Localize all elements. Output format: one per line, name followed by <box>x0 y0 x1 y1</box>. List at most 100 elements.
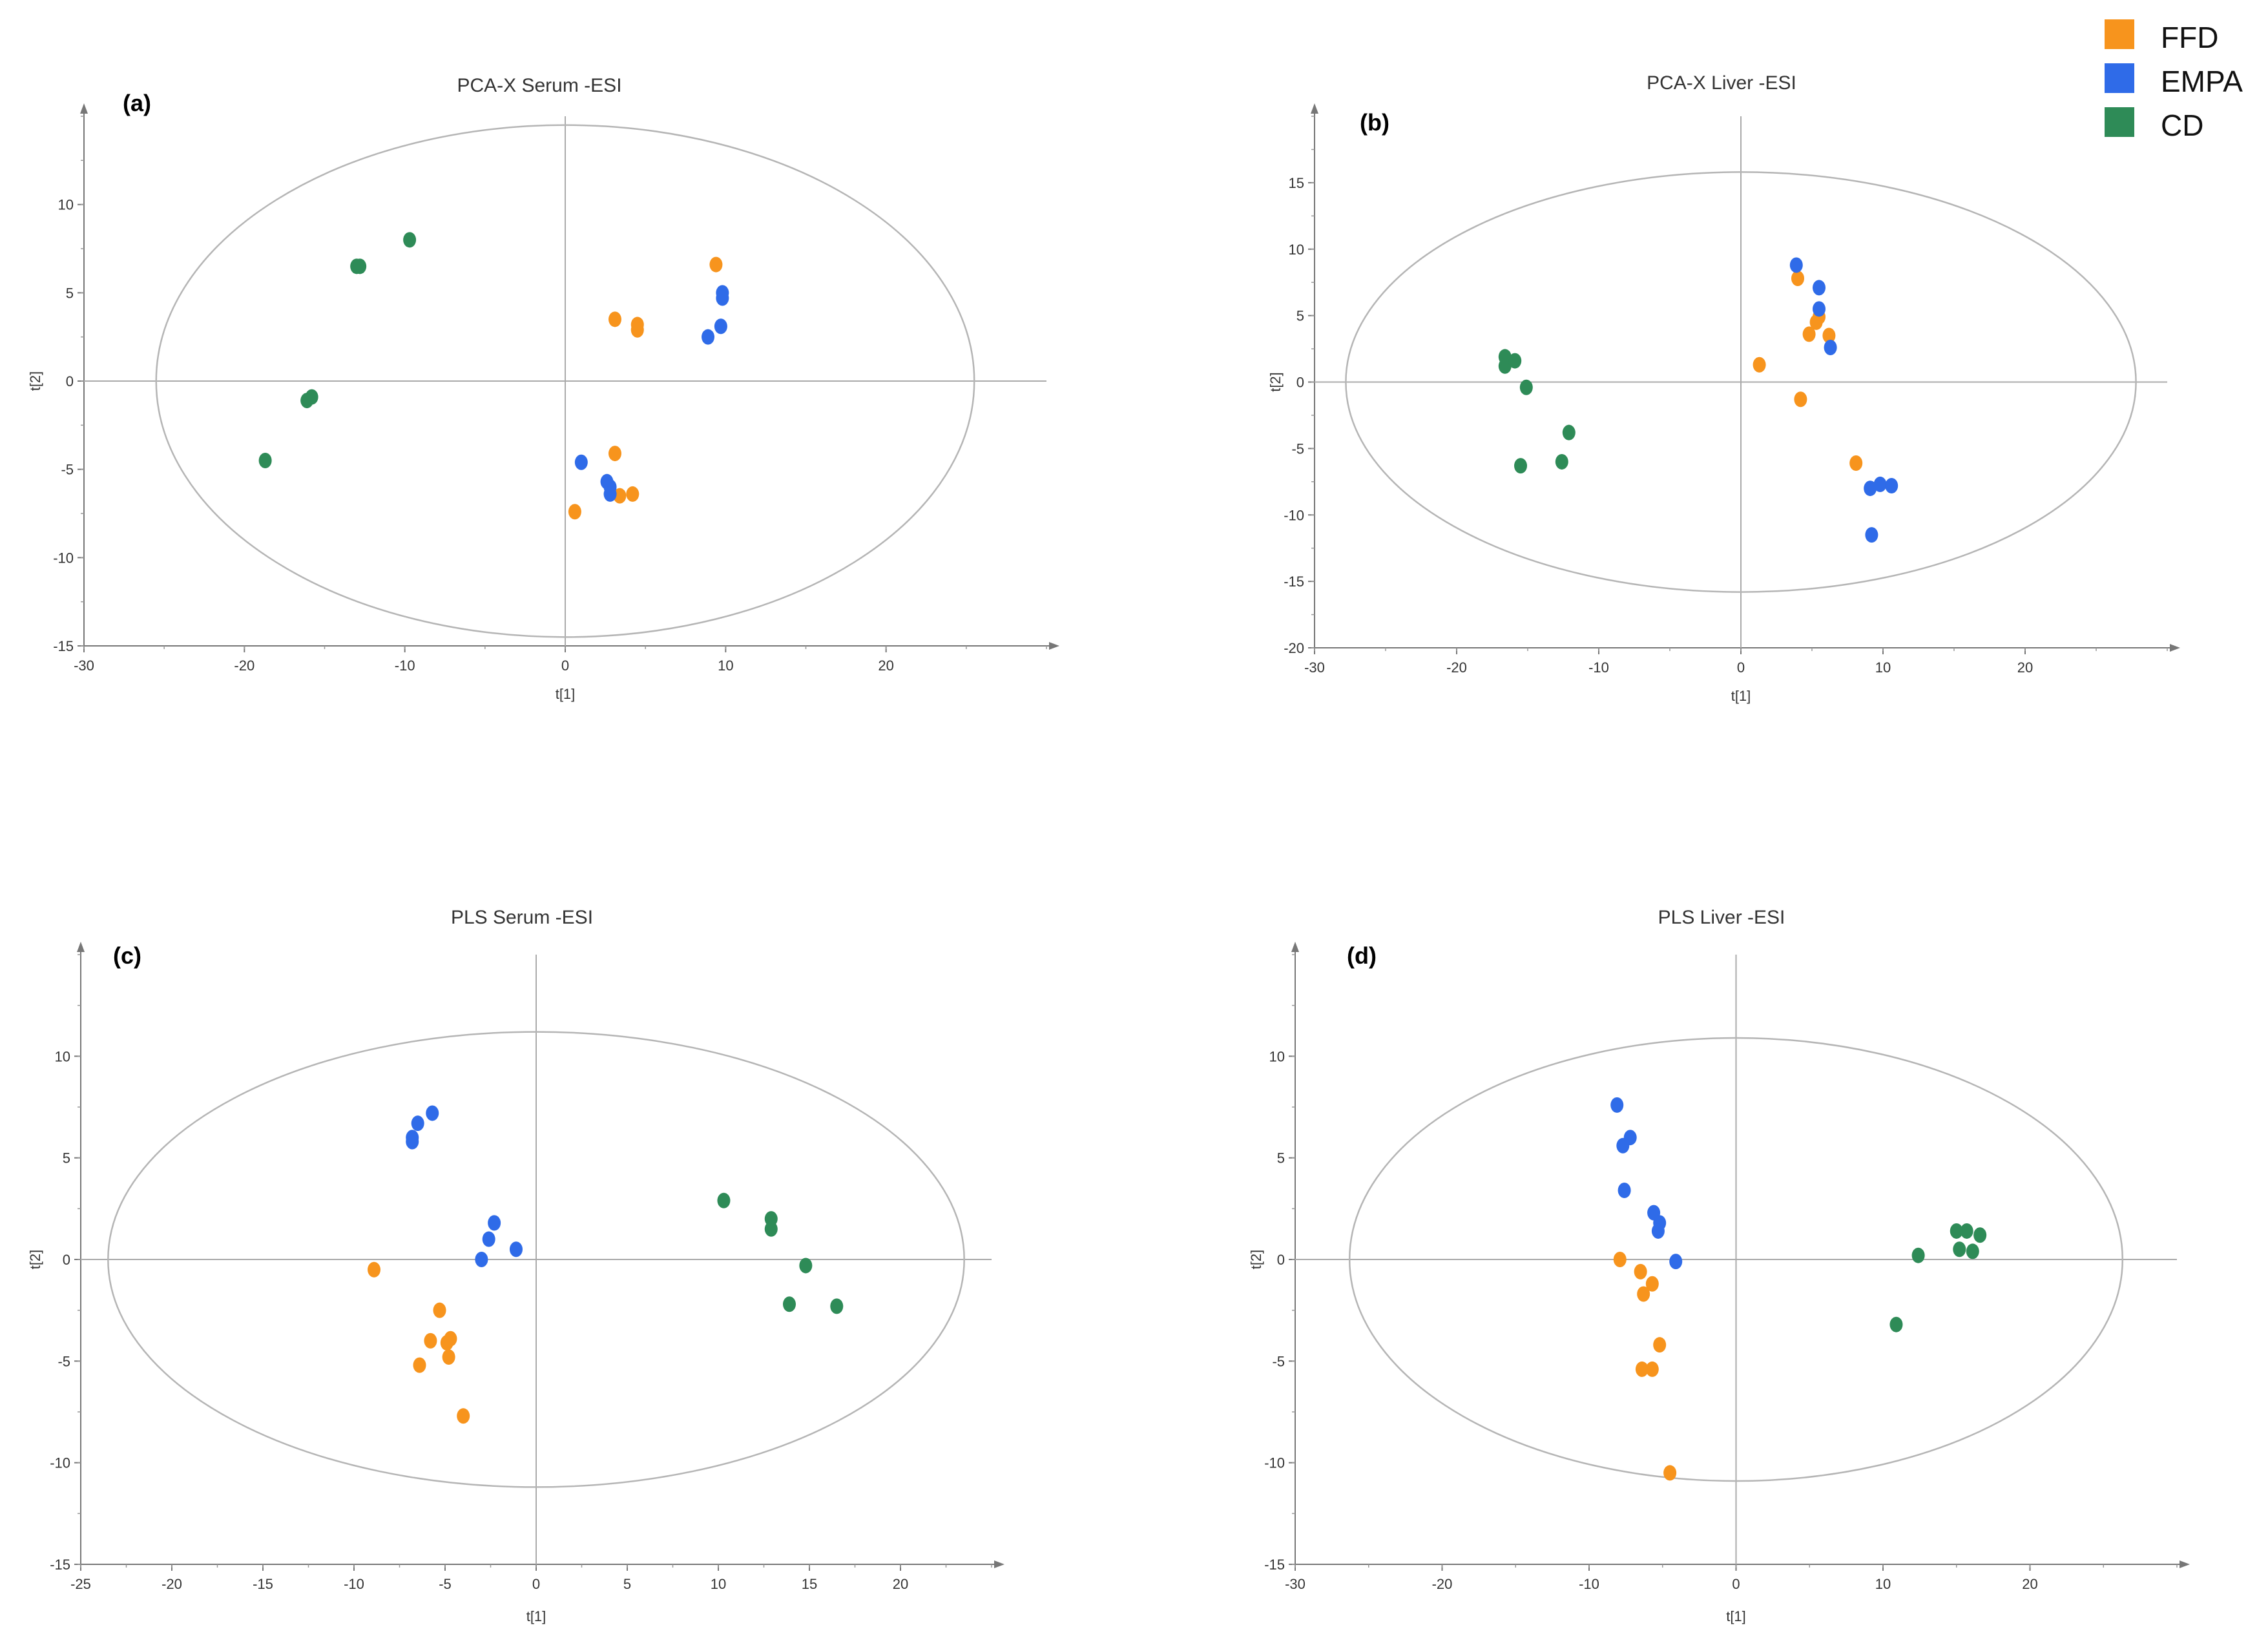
x-tick-label: -30 <box>1285 1576 1306 1592</box>
series-cd <box>1498 349 1576 474</box>
y-tick-label: 0 <box>66 373 74 389</box>
y-tick-label: -5 <box>1272 1353 1285 1369</box>
data-point-cd <box>1973 1227 1987 1243</box>
data-point-cd <box>1953 1241 1966 1258</box>
y-axis-label: t[2] <box>1267 372 1284 392</box>
x-axis-label: t[1] <box>1726 1608 1746 1624</box>
legend: FFD EMPA CD <box>2105 19 2243 142</box>
x-axis-label: t[1] <box>1731 688 1751 704</box>
y-axis-label: t[2] <box>1248 1250 1264 1270</box>
data-point-empa <box>1789 257 1803 273</box>
data-point-ffd <box>424 1332 437 1349</box>
x-tick-label: -10 <box>395 658 415 674</box>
data-point-ffd <box>1822 327 1836 344</box>
data-point-ffd <box>442 1349 455 1365</box>
x-tick-label: -5 <box>439 1576 452 1592</box>
y-tick-label: 5 <box>1296 308 1304 324</box>
y-tick-label: 0 <box>63 1252 70 1268</box>
data-point-empa <box>1669 1254 1683 1270</box>
x-axis-arrow <box>2170 644 2180 652</box>
series-empa <box>1789 257 1899 543</box>
y-tick-label: 10 <box>1269 1048 1285 1064</box>
confidence-ellipse <box>107 1031 965 1488</box>
data-point-ffd <box>709 256 723 273</box>
data-point-cd <box>403 232 417 248</box>
y-tick-label: 15 <box>1289 175 1304 191</box>
data-point-cd <box>1911 1247 1925 1263</box>
y-tick-label: 5 <box>66 285 74 301</box>
data-point-empa <box>1616 1137 1630 1154</box>
panel-1: (a) PCA-X Serum -ESI -30 -20 -10 0 10 20 -15 -10 -… <box>27 75 1059 702</box>
y-tick-label: 5 <box>1277 1150 1285 1166</box>
x-tick-label: 20 <box>2022 1576 2037 1592</box>
data-point-cd <box>1555 453 1568 470</box>
series-ffd <box>1753 271 1863 471</box>
y-tick-label: -10 <box>1264 1455 1285 1471</box>
data-point-ffd <box>1663 1465 1677 1481</box>
y-axis-arrow <box>80 103 88 114</box>
panel-title: PLS Serum -ESI <box>451 907 593 928</box>
confidence-ellipse <box>155 124 975 638</box>
legend-swatch-cd <box>2105 107 2134 137</box>
data-point-empa <box>1865 527 1878 543</box>
data-point-empa <box>482 1231 495 1247</box>
x-tick-label: 0 <box>1737 659 1745 676</box>
series-ffd <box>1613 1252 1677 1481</box>
panel-label: (c) <box>113 942 141 969</box>
data-point-ffd <box>1794 391 1807 408</box>
y-tick-label: 5 <box>63 1150 70 1166</box>
y-tick-label: -10 <box>53 550 74 566</box>
panel-2: (b)PCA-X Liver -ESI-30 -20 -10 0 10 20-20-15-… <box>1267 72 2180 704</box>
series-empa <box>574 285 729 502</box>
panel-label: (d) <box>1347 942 1377 969</box>
data-point-ffd <box>608 311 621 327</box>
x-tick-label: 10 <box>718 658 733 674</box>
panel-3: (c) PLS Serum -ESI -25 -20 -15 -10 -5 0 5 10 15 20 -… <box>27 907 1004 1624</box>
y-tick-label: -10 <box>50 1455 70 1471</box>
x-tick-label: -20 <box>234 658 255 674</box>
data-point-empa <box>1864 481 1877 497</box>
series-cd <box>258 232 417 468</box>
data-point-cd <box>1514 458 1527 474</box>
data-point-empa <box>1610 1097 1624 1113</box>
data-point-cd <box>1562 424 1576 440</box>
data-point-ffd <box>444 1331 457 1347</box>
data-point-ffd <box>626 486 640 502</box>
data-point-ffd <box>613 488 627 504</box>
data-point-ffd <box>1613 1252 1627 1267</box>
data-point-ffd <box>1645 1276 1659 1292</box>
data-point-ffd <box>1653 1337 1667 1353</box>
data-point-empa <box>1885 477 1899 493</box>
y-tick-label: -15 <box>1284 574 1304 590</box>
data-point-empa <box>1873 476 1887 492</box>
x-tick-label: -10 <box>344 1576 364 1592</box>
y-tick-label: 10 <box>55 1048 70 1064</box>
x-tick-label: -10 <box>1588 659 1609 676</box>
x-tick-label: -30 <box>74 658 94 674</box>
y-tick-label: -15 <box>50 1557 70 1573</box>
data-point-empa <box>1813 301 1826 317</box>
legend-label-ffd: FFD <box>2161 21 2218 54</box>
y-axis-arrow <box>77 942 85 952</box>
x-tick-label: -15 <box>253 1576 273 1592</box>
data-point-ffd <box>1791 271 1804 287</box>
x-tick-label: 10 <box>1875 659 1891 676</box>
x-tick-label: 0 <box>532 1576 540 1592</box>
data-point-empa <box>406 1134 419 1150</box>
data-point-ffd <box>568 504 581 520</box>
y-axis-arrow <box>1291 942 1299 952</box>
x-tick-label: 5 <box>623 1576 631 1592</box>
data-point-ffd <box>457 1408 470 1424</box>
y-tick-label: -15 <box>53 638 74 654</box>
data-point-empa <box>411 1115 424 1132</box>
x-tick-label: 20 <box>2017 659 2033 676</box>
y-tick-label: 0 <box>1296 375 1304 391</box>
data-point-empa <box>1813 280 1826 296</box>
legend-swatch-ffd <box>2105 19 2134 49</box>
data-point-ffd <box>433 1302 446 1318</box>
legend-label-empa: EMPA <box>2161 65 2243 98</box>
x-axis-arrow <box>1049 642 1059 650</box>
data-point-cd <box>1960 1223 1973 1239</box>
data-point-cd <box>1498 358 1512 374</box>
data-point-ffd <box>413 1357 426 1373</box>
